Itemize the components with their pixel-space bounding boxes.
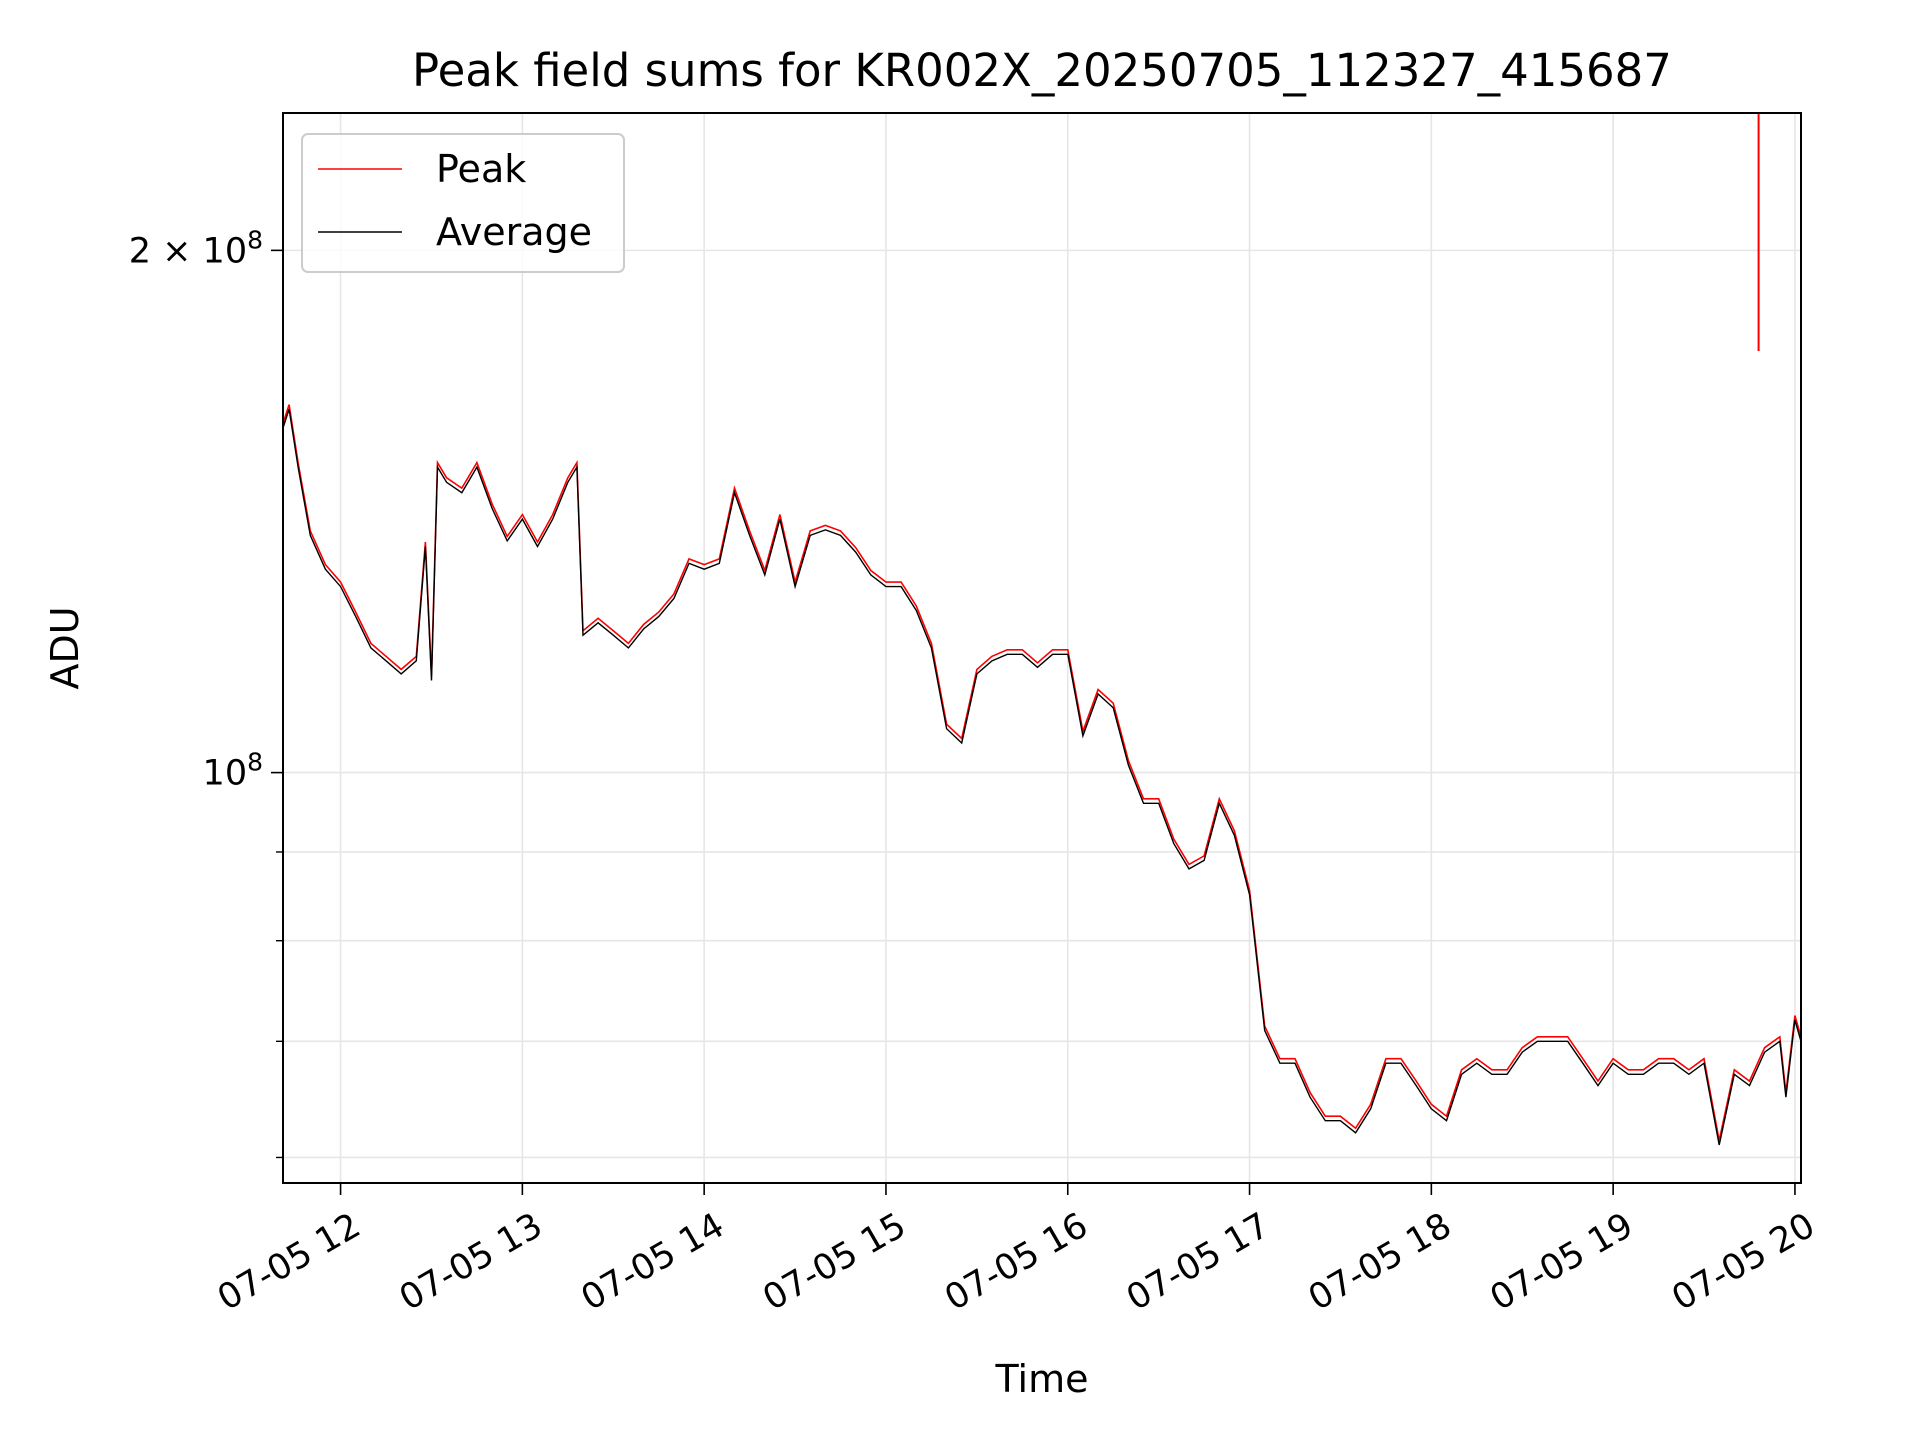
y-tick-label: 108 bbox=[203, 748, 263, 794]
plot-frame bbox=[282, 112, 1802, 1184]
legend: Peak Average bbox=[301, 133, 625, 273]
y-tick-label: 2 × 108 bbox=[129, 225, 263, 271]
legend-average-label: Average bbox=[436, 210, 592, 254]
legend-peak-label: Peak bbox=[436, 147, 526, 191]
peak-line bbox=[282, 404, 1802, 1141]
y-axis-label: ADU bbox=[43, 606, 87, 689]
x-axis-label: Time bbox=[995, 1357, 1089, 1401]
grid bbox=[283, 113, 1801, 1183]
average-line bbox=[282, 408, 1802, 1146]
series-peak bbox=[282, 113, 1802, 1141]
y-axis-ticks: 108 2 × 108 bbox=[129, 225, 283, 1159]
series-average bbox=[282, 408, 1802, 1146]
chart-title: Peak field sums for KR002X_20250705_1123… bbox=[412, 44, 1672, 97]
